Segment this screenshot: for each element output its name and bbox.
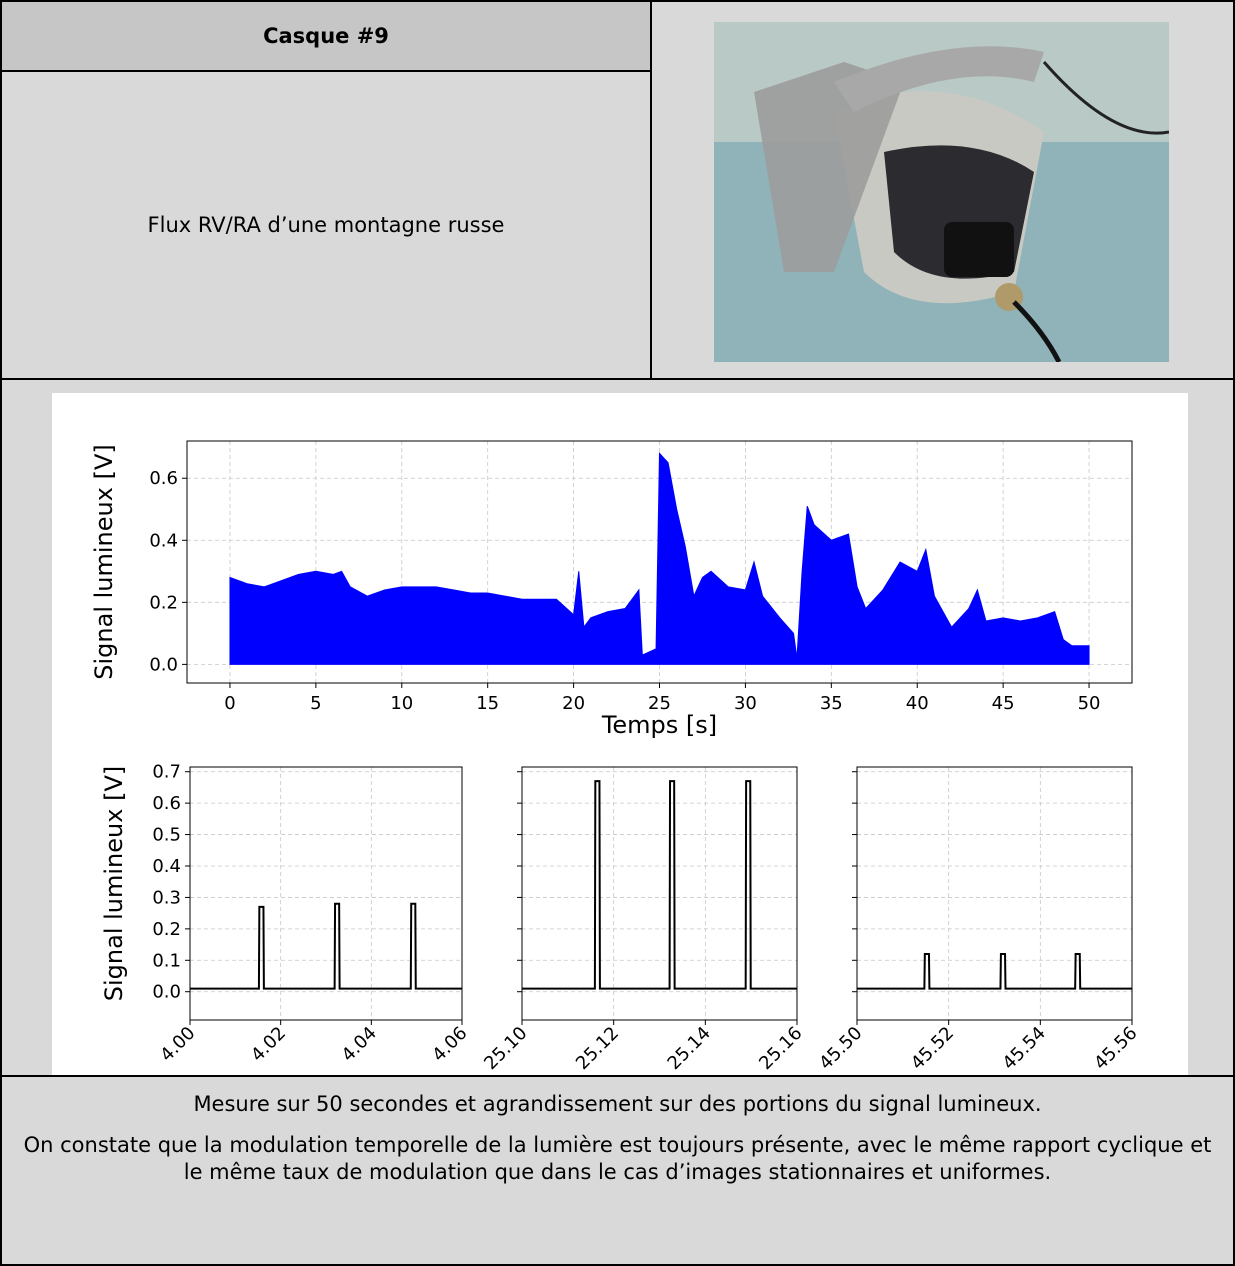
x-tick-label: 45 — [992, 693, 1015, 714]
x-tick-label: 30 — [734, 693, 757, 714]
charts: 0.0 0.2 0.4 0.6 0 5 10 15 20 25 30 35 40 45 50 Temps [s… — [52, 393, 1188, 1075]
y-tick-label: 0.1 — [152, 950, 181, 971]
y-tick-label: 0.2 — [149, 592, 178, 613]
plot-frame — [189, 766, 463, 1021]
y-tick-label: 0.0 — [152, 982, 181, 1003]
caption-paragraph: Mesure sur 50 secondes et agrandissement… — [193, 1092, 1042, 1116]
y-tick-label: 0.3 — [152, 887, 181, 908]
y-tick-label: 0.6 — [152, 793, 181, 814]
caption-paragraph: On constate que la modulation temporelle… — [23, 1133, 1212, 1184]
y-tick-label: 0.6 — [149, 468, 178, 489]
x-tick-label: 40 — [906, 693, 929, 714]
x-tick-label: 0 — [224, 693, 235, 714]
x-tick-label: 35 — [820, 693, 843, 714]
signal-line — [190, 902, 462, 990]
signal-line — [522, 780, 797, 990]
x-axis-label: Temps [s] — [601, 711, 717, 739]
description: Flux RV/RA d’une montagne russe — [2, 72, 652, 378]
caption: Mesure sur 50 secondes et agrandissement… — [22, 1077, 1213, 1186]
plot-frame — [856, 766, 1133, 1021]
plot-frame — [521, 766, 798, 1021]
row-divider — [2, 378, 1233, 380]
x-tick-label: 5 — [310, 693, 321, 714]
y-tick-label: 0.0 — [149, 654, 178, 675]
x-tick-label: 50 — [1078, 693, 1101, 714]
y-tick-label: 0.4 — [149, 530, 178, 551]
y-tick-label: 0.4 — [152, 856, 181, 877]
signal-line — [857, 953, 1132, 990]
row-divider — [2, 1075, 1233, 1077]
x-tick-label: 10 — [390, 693, 413, 714]
photo — [714, 22, 1169, 362]
y-axis-label: Signal lumineux [V] — [90, 444, 118, 679]
x-tick-label: 20 — [562, 693, 585, 714]
y-axis-label: Signal lumineux [V] — [100, 766, 128, 1001]
y-tick-label: 0.7 — [152, 762, 181, 783]
y-tick-label: 0.5 — [152, 825, 181, 846]
header-title: Casque #9 — [2, 2, 652, 72]
x-tick-label: 15 — [476, 693, 499, 714]
plot-frame — [186, 440, 1133, 684]
x-tick-label: 25 — [648, 693, 671, 714]
y-tick-label: 0.2 — [152, 919, 181, 940]
signal-area — [229, 452, 1090, 665]
